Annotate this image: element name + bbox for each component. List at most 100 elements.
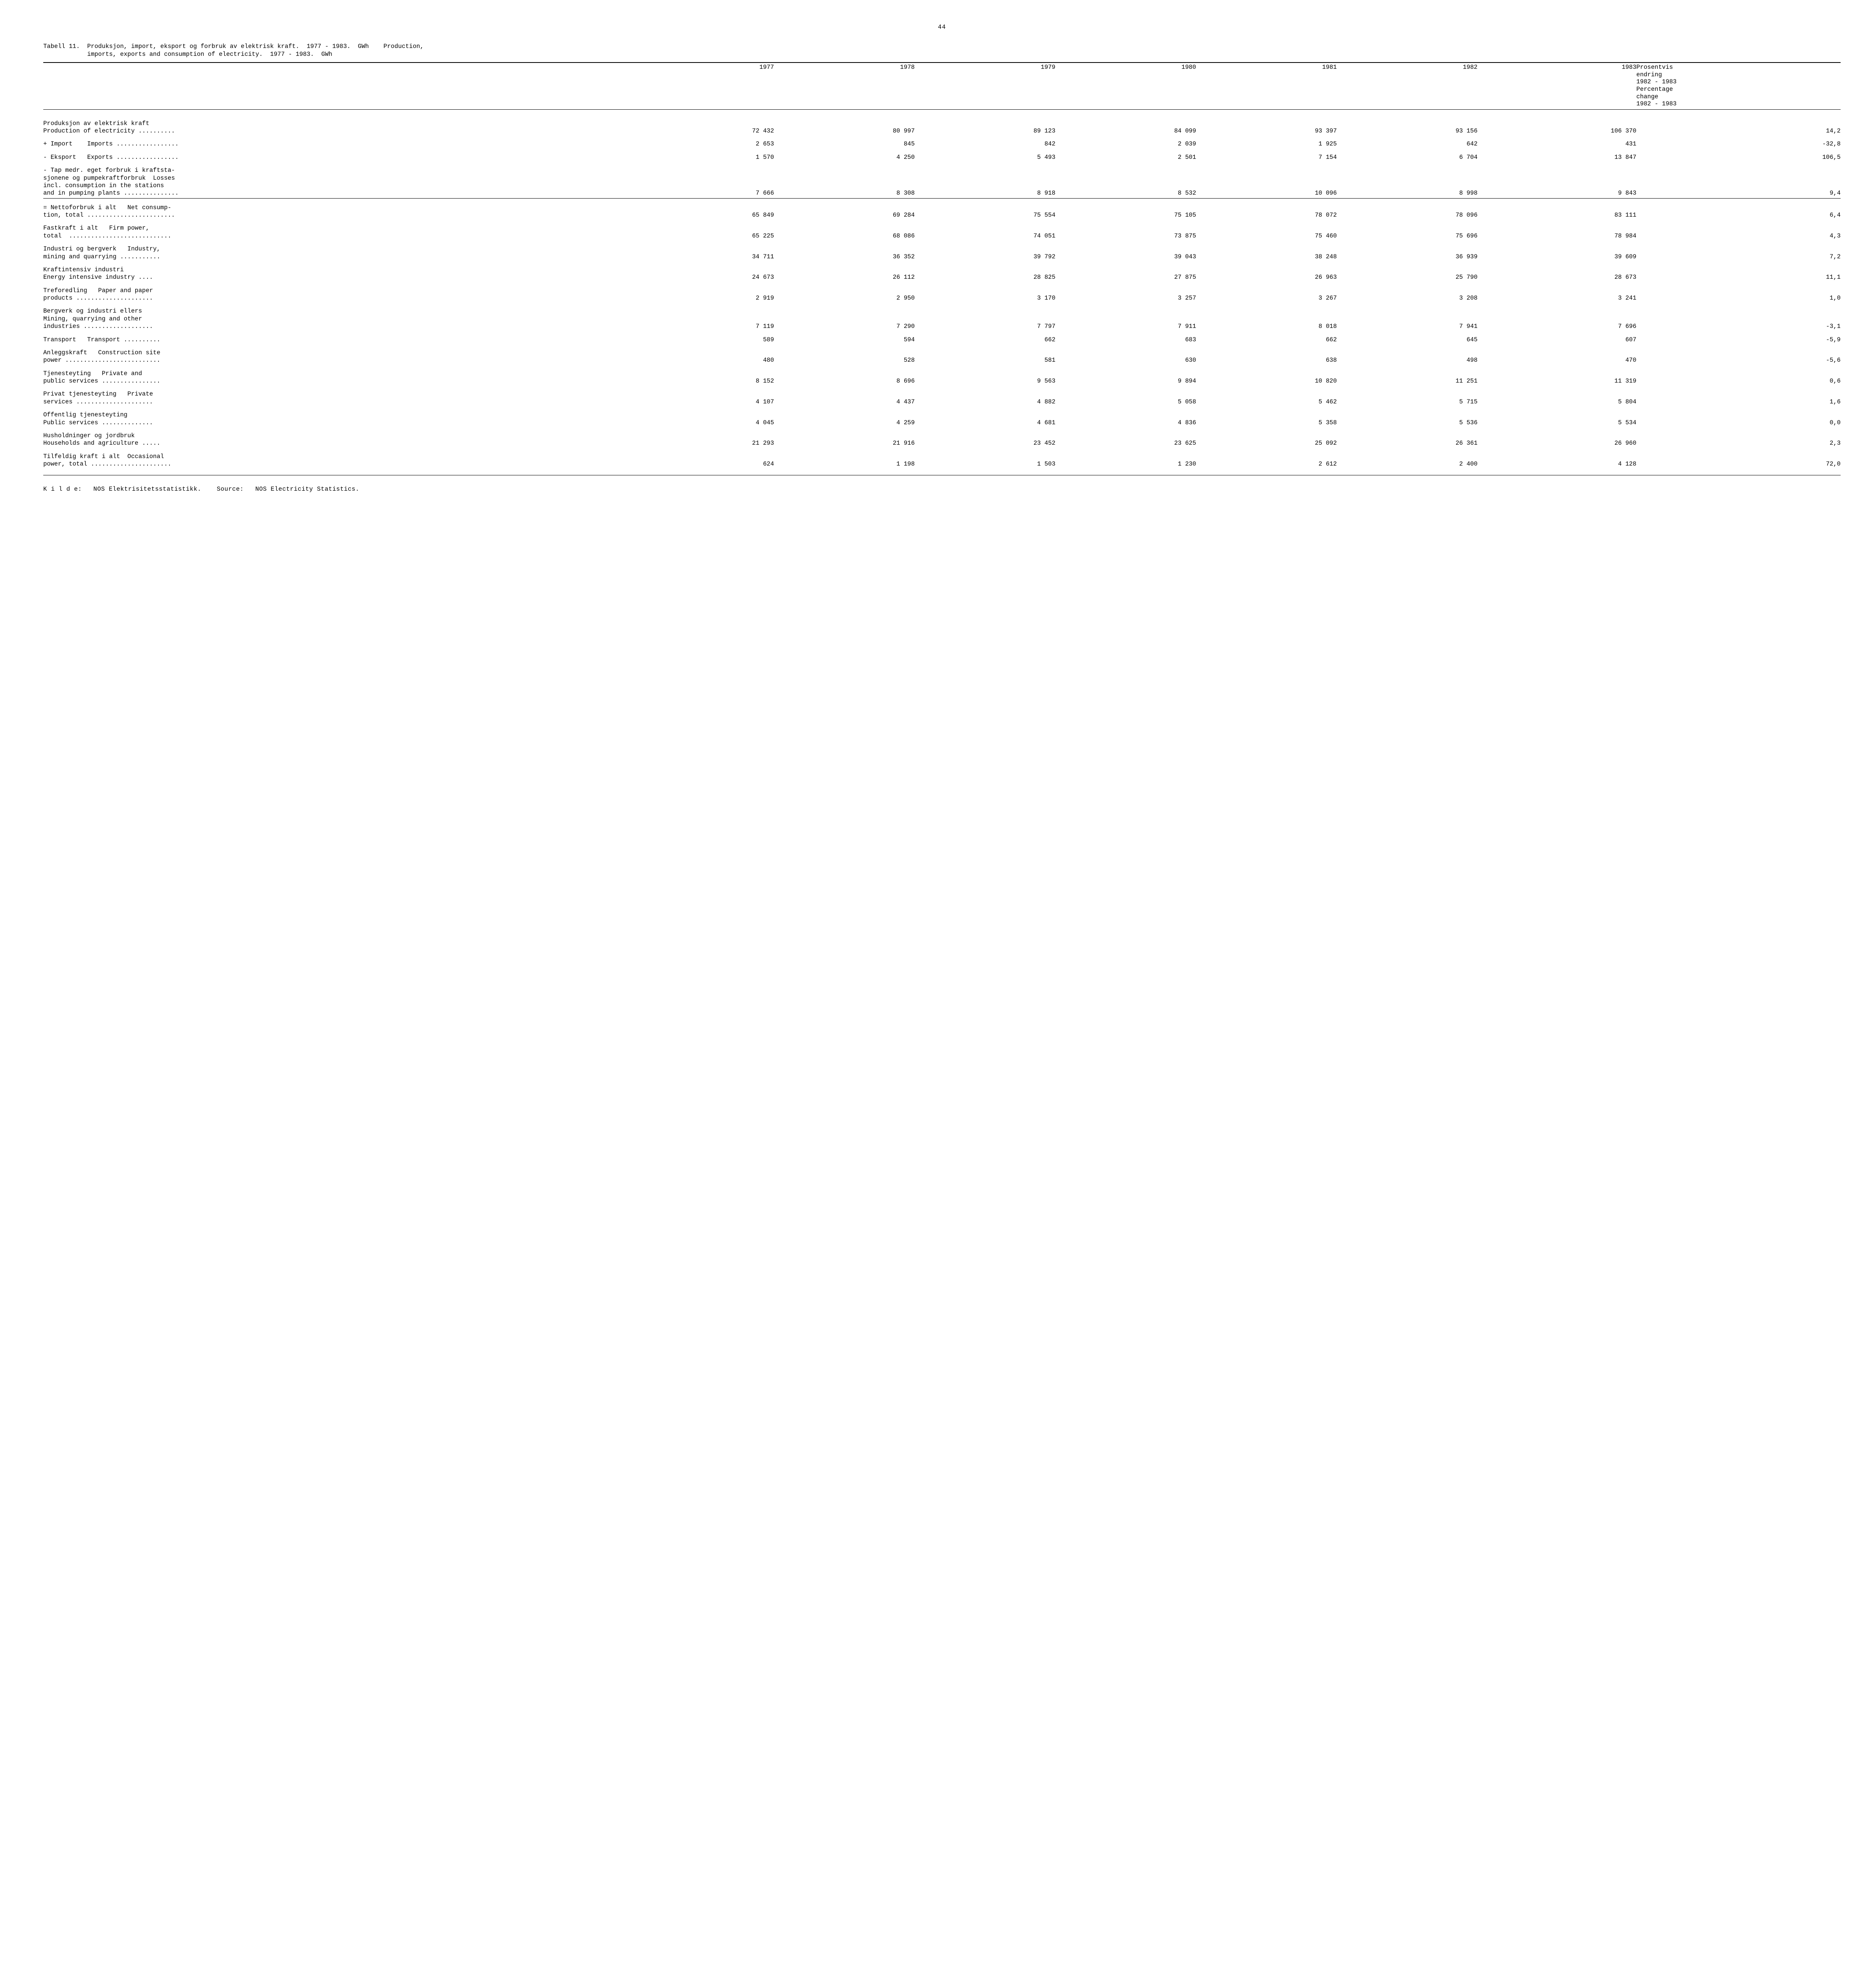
col-1983: 1983 xyxy=(1478,64,1636,108)
row-label: Tilfeldig kraft i alt Occasional xyxy=(43,453,633,460)
cell: 594 xyxy=(774,336,915,344)
cell: 78 984 xyxy=(1478,232,1636,240)
row-label: mining and quarrying ........... xyxy=(43,253,633,261)
cell: 6 704 xyxy=(1337,154,1478,161)
cell: 14,2 xyxy=(1636,127,1841,135)
cell: 4 836 xyxy=(1056,419,1196,427)
cell: 6,4 xyxy=(1636,212,1841,219)
cell: 39 792 xyxy=(915,253,1056,261)
cell: 5 534 xyxy=(1478,419,1636,427)
cell: 662 xyxy=(915,336,1056,344)
cell: 39 043 xyxy=(1056,253,1196,261)
table-row: Produksjon av elektrisk kraft xyxy=(43,120,1841,127)
table-row: mining and quarrying ...........34 71136… xyxy=(43,253,1841,261)
cell: 4 250 xyxy=(774,154,915,161)
table-row: public services ................8 1528 6… xyxy=(43,377,1841,385)
cell: 5 715 xyxy=(1337,398,1478,406)
table-row: Fastkraft i alt Firm power, xyxy=(43,225,1841,232)
cell: 75 554 xyxy=(915,212,1056,219)
cell: 3 267 xyxy=(1196,295,1337,302)
cell: 10 096 xyxy=(1196,190,1337,198)
cell: 2 612 xyxy=(1196,460,1337,468)
page-number: 44 xyxy=(43,24,1841,31)
cell: 9,4 xyxy=(1636,190,1841,198)
cell: 7 290 xyxy=(774,323,915,330)
cell: 662 xyxy=(1196,336,1337,344)
row-label: Tjenesteyting Private and xyxy=(43,370,633,377)
cell: 645 xyxy=(1337,336,1478,344)
col-pct: Prosentvis endring 1982 - 1983 Percentag… xyxy=(1636,64,1841,108)
cell: 38 248 xyxy=(1196,253,1337,261)
cell: 4 045 xyxy=(633,419,774,427)
cell: 26 361 xyxy=(1337,440,1478,447)
cell: 8 696 xyxy=(774,377,915,385)
cell: 68 086 xyxy=(774,232,915,240)
cell: -5,9 xyxy=(1636,336,1841,344)
row-label: Production of electricity .......... xyxy=(43,127,633,135)
cell: 78 072 xyxy=(1196,212,1337,219)
cell: 65 849 xyxy=(633,212,774,219)
cell: 93 397 xyxy=(1196,127,1337,135)
cell: 2 919 xyxy=(633,295,774,302)
cell: 9 563 xyxy=(915,377,1056,385)
cell: 5 058 xyxy=(1056,398,1196,406)
table-row: power, total ......................6241 … xyxy=(43,460,1841,468)
table-row: total ............................65 225… xyxy=(43,232,1841,240)
row-label: incl. consumption in the stations xyxy=(43,182,633,190)
cell: 845 xyxy=(774,140,915,148)
cell: 106,5 xyxy=(1636,154,1841,161)
cell: 8 152 xyxy=(633,377,774,385)
cell: 28 825 xyxy=(915,274,1056,281)
cell: 25 790 xyxy=(1337,274,1478,281)
footer-source: K i l d e: NOS Elektrisitetsstatistikk. … xyxy=(43,486,1841,493)
cell: 683 xyxy=(1056,336,1196,344)
cell: 9 843 xyxy=(1478,190,1636,198)
col-1977: 1977 xyxy=(633,64,774,108)
row-label: industries ................... xyxy=(43,323,633,330)
cell: 9 894 xyxy=(1056,377,1196,385)
row-label: Privat tjenesteyting Private xyxy=(43,390,633,398)
cell: 21 916 xyxy=(774,440,915,447)
cell: 4,3 xyxy=(1636,232,1841,240)
table-row: Privat tjenesteyting Private xyxy=(43,390,1841,398)
row-label: Anleggskraft Construction site xyxy=(43,349,633,357)
cell: 480 xyxy=(633,357,774,364)
row-label: Industri og bergverk Industry, xyxy=(43,245,633,253)
table-row: Households and agriculture .....21 29321… xyxy=(43,440,1841,447)
table-row: and in pumping plants ...............7 6… xyxy=(43,190,1841,198)
col-1979: 1979 xyxy=(915,64,1056,108)
cell: 2 501 xyxy=(1056,154,1196,161)
cell: 2 950 xyxy=(774,295,915,302)
cell: 0,0 xyxy=(1636,419,1841,427)
cell: 80 997 xyxy=(774,127,915,135)
cell: 7 797 xyxy=(915,323,1056,330)
cell: 72 432 xyxy=(633,127,774,135)
row-label: - Tap medr. eget forbruk i kraftsta- xyxy=(43,167,633,174)
row-label: Produksjon av elektrisk kraft xyxy=(43,120,633,127)
table-row: Treforedling Paper and paper xyxy=(43,287,1841,295)
cell: 25 092 xyxy=(1196,440,1337,447)
cell: 3 208 xyxy=(1337,295,1478,302)
cell: 26 960 xyxy=(1478,440,1636,447)
rule-top xyxy=(43,62,1841,63)
row-label: products ..................... xyxy=(43,295,633,302)
data-table: 1977 1978 1979 1980 1981 1982 1983 Prose… xyxy=(43,64,1841,477)
cell: 89 123 xyxy=(915,127,1056,135)
table-row: - Eksport Exports .................1 570… xyxy=(43,154,1841,161)
cell: 2 653 xyxy=(633,140,774,148)
cell: 498 xyxy=(1337,357,1478,364)
table-row: Anleggskraft Construction site xyxy=(43,349,1841,357)
cell: 24 673 xyxy=(633,274,774,281)
table-row: products .....................2 9192 950… xyxy=(43,295,1841,302)
cell: 3 241 xyxy=(1478,295,1636,302)
row-label: total ............................ xyxy=(43,232,633,240)
title-prefix: Tabell 11. xyxy=(43,43,80,50)
cell: 5 536 xyxy=(1337,419,1478,427)
cell: 73 875 xyxy=(1056,232,1196,240)
row-label: Kraftintensiv industri xyxy=(43,266,633,274)
table-row: Tjenesteyting Private and xyxy=(43,370,1841,377)
cell: 4 107 xyxy=(633,398,774,406)
row-label: Offentlig tjenesteyting xyxy=(43,411,633,419)
row-label: Mining, quarrying and other xyxy=(43,315,633,323)
cell: 69 284 xyxy=(774,212,915,219)
